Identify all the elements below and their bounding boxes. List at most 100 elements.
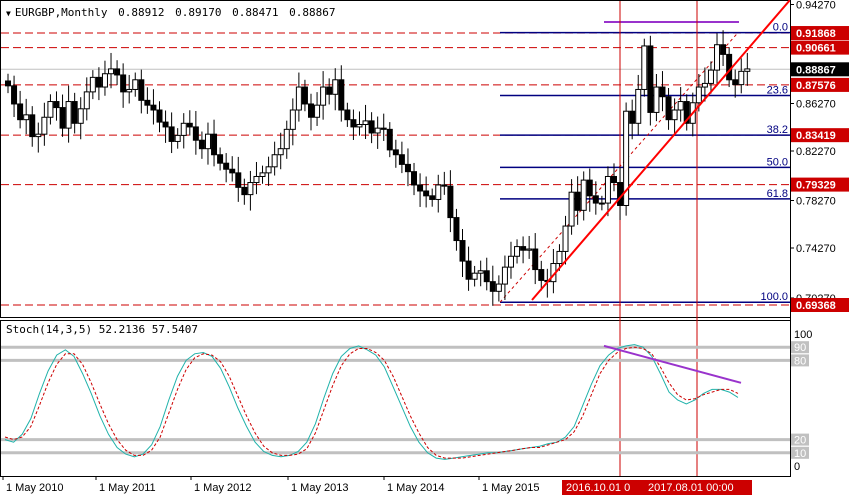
candle-body xyxy=(653,86,660,113)
candle-body xyxy=(241,186,248,196)
time-tick-label: 1 May 2010 xyxy=(6,482,63,494)
candle-body xyxy=(223,162,230,170)
current-price-tag xyxy=(791,62,849,77)
candle-body xyxy=(71,101,78,124)
candle-body xyxy=(574,191,581,211)
candle-body xyxy=(701,82,708,88)
candle-body xyxy=(114,68,121,76)
candle-body xyxy=(647,45,654,113)
candle-body xyxy=(120,74,127,93)
candles-group xyxy=(5,30,751,306)
candle-body xyxy=(259,172,266,177)
price-tag xyxy=(791,128,849,143)
price-tick-label: 0.94270 xyxy=(796,0,836,12)
candle-body xyxy=(198,139,205,150)
candle-body xyxy=(744,68,751,72)
candle-body xyxy=(629,110,636,124)
price-tick-label: 0.86270 xyxy=(796,99,836,111)
candle-body xyxy=(271,154,278,168)
fib-label: 61.8 xyxy=(767,188,788,200)
open-value: 0.88912 xyxy=(118,6,165,19)
stoch-axis-label: 90 xyxy=(794,342,806,354)
candle-body xyxy=(332,79,339,95)
candle-body xyxy=(411,171,418,186)
candle-body xyxy=(295,86,302,111)
price-tick-label: 0.82270 xyxy=(796,146,836,158)
candle-body xyxy=(53,101,60,109)
candle-body xyxy=(423,190,430,197)
high-value: 0.89170 xyxy=(175,6,222,19)
candle-body xyxy=(89,76,96,93)
candle-body xyxy=(17,103,24,121)
price-tag-label: 0.83419 xyxy=(796,130,836,142)
candle-body xyxy=(41,116,48,135)
candle-body xyxy=(586,179,593,197)
candle-body xyxy=(204,133,211,150)
candle-body xyxy=(5,80,11,87)
candle-body xyxy=(720,44,727,55)
candle-body xyxy=(707,69,714,84)
candle-body xyxy=(144,99,151,106)
candle-body xyxy=(277,148,284,156)
price-tag-label: 0.87576 xyxy=(796,80,836,92)
candle-body xyxy=(580,179,587,211)
time-tick-label: 1 May 2014 xyxy=(387,482,444,494)
candle-body xyxy=(604,175,611,204)
price-tick-label: 0.78270 xyxy=(796,196,836,208)
triangle-icon: ▼ xyxy=(6,9,11,18)
price-tag-label: 0.90661 xyxy=(796,43,836,55)
candle-body xyxy=(404,163,411,173)
candle-body xyxy=(435,184,442,200)
price-tag-label: 0.91868 xyxy=(796,28,836,40)
candle-body xyxy=(538,269,545,281)
candle-body xyxy=(429,195,436,200)
candle-body xyxy=(180,122,187,136)
stoch-signal-line xyxy=(4,346,739,459)
candle-body xyxy=(344,109,351,121)
price-tag-label: 0.69368 xyxy=(796,300,836,312)
stoch-axis-label: 80 xyxy=(794,355,806,367)
candle-body xyxy=(483,270,490,283)
fib-label: 38.2 xyxy=(767,124,788,136)
candle-body xyxy=(35,133,42,138)
price-tag xyxy=(791,177,849,192)
candle-body xyxy=(665,96,672,121)
stoch-axis-label: 20 xyxy=(794,435,806,447)
candle-body xyxy=(47,101,54,118)
candle-body xyxy=(126,88,133,93)
candle-body xyxy=(168,126,175,142)
candle-body xyxy=(714,44,721,71)
candle-body xyxy=(350,119,357,128)
candle-body xyxy=(138,79,145,101)
price-tag xyxy=(791,298,849,312)
candle-body xyxy=(514,246,521,257)
candle-body xyxy=(308,103,314,118)
candle-body xyxy=(447,185,454,219)
candle-body xyxy=(659,86,666,98)
candle-body xyxy=(356,124,363,128)
candle-body xyxy=(95,76,102,88)
time-tick-label: 1 May 2015 xyxy=(482,482,539,494)
candle-body xyxy=(59,107,66,129)
stoch-level-tag xyxy=(791,446,809,459)
candle-body xyxy=(635,88,642,124)
stoch-axis-label: 10 xyxy=(794,448,806,460)
candle-body xyxy=(338,79,345,111)
candle-body xyxy=(489,281,496,292)
candle-body xyxy=(108,68,115,75)
candle-body xyxy=(459,240,466,262)
candle-body xyxy=(247,182,254,196)
candle-body xyxy=(592,195,599,204)
close-value: 0.88867 xyxy=(289,6,336,19)
time-tick-label: 1 May 2012 xyxy=(194,482,251,494)
fib-label: 100.0 xyxy=(760,291,788,303)
current-price-tag-label: 0.88867 xyxy=(796,64,836,76)
candle-body xyxy=(101,73,108,88)
stoch-level-tag xyxy=(791,341,809,354)
candle-body xyxy=(732,79,739,86)
candle-body xyxy=(211,133,218,156)
candle-body xyxy=(314,104,321,118)
candle-body xyxy=(501,266,508,285)
